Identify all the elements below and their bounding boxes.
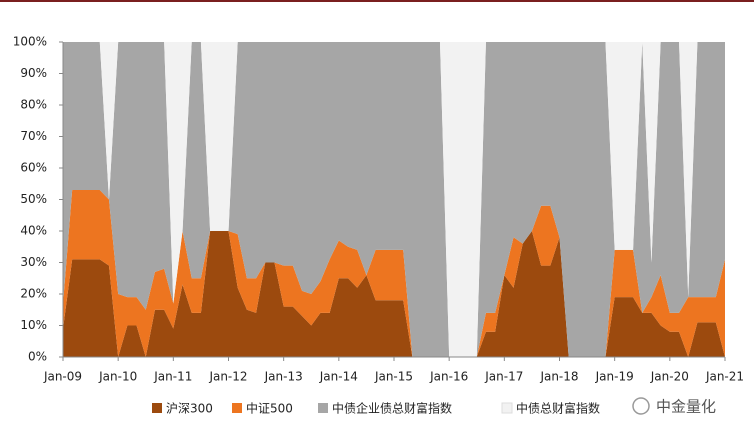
area: [63, 42, 725, 357]
x-tick-label: Jan-12: [208, 370, 247, 384]
y-tick-label: 40%: [20, 224, 47, 238]
y-tick-label: 100%: [13, 35, 47, 49]
watermark: 中金量化: [632, 397, 716, 416]
y-tick-label: 50%: [20, 192, 47, 206]
y-tick-label: 0%: [28, 350, 47, 364]
area: [63, 231, 725, 357]
legend-swatch: [501, 402, 513, 414]
plot-area: [63, 42, 725, 357]
area: [63, 190, 725, 357]
x-tick-label: Jan-16: [429, 370, 468, 384]
x-tick-label: Jan-13: [264, 370, 303, 384]
x-tick-label: Jan-10: [98, 370, 137, 384]
legend-swatch: [318, 403, 328, 413]
watermark-icon: [632, 397, 650, 415]
y-tick-label: 10%: [20, 318, 47, 332]
y-tick-label: 20%: [20, 287, 47, 301]
legend-label: 中债企业债总财富指数: [332, 401, 452, 416]
legend-swatch: [232, 403, 242, 413]
x-tick-label: Jan-19: [595, 370, 634, 384]
x-tick-label: Jan-18: [539, 370, 578, 384]
x-tick-label: Jan-17: [484, 370, 523, 384]
watermark-text: 中金量化: [656, 398, 716, 416]
legend-swatch: [152, 403, 162, 413]
x-tick-label: Jan-09: [43, 370, 82, 384]
y-tick-label: 30%: [20, 255, 47, 269]
x-tick-label: Jan-21: [705, 370, 744, 384]
x-tick-label: Jan-14: [319, 370, 358, 384]
legend-label: 中债总财富指数: [516, 401, 600, 416]
x-tick-label: Jan-20: [650, 370, 689, 384]
area: [63, 42, 725, 357]
y-tick-label: 70%: [20, 129, 47, 143]
x-tick-label: Jan-15: [374, 370, 413, 384]
y-tick-label: 80%: [20, 98, 47, 112]
x-tick-label: Jan-11: [153, 370, 192, 384]
y-tick-label: 90%: [20, 66, 47, 80]
y-tick-label: 60%: [20, 161, 47, 175]
legend-label: 沪深300: [166, 402, 213, 416]
legend-label: 中证500: [246, 401, 293, 416]
